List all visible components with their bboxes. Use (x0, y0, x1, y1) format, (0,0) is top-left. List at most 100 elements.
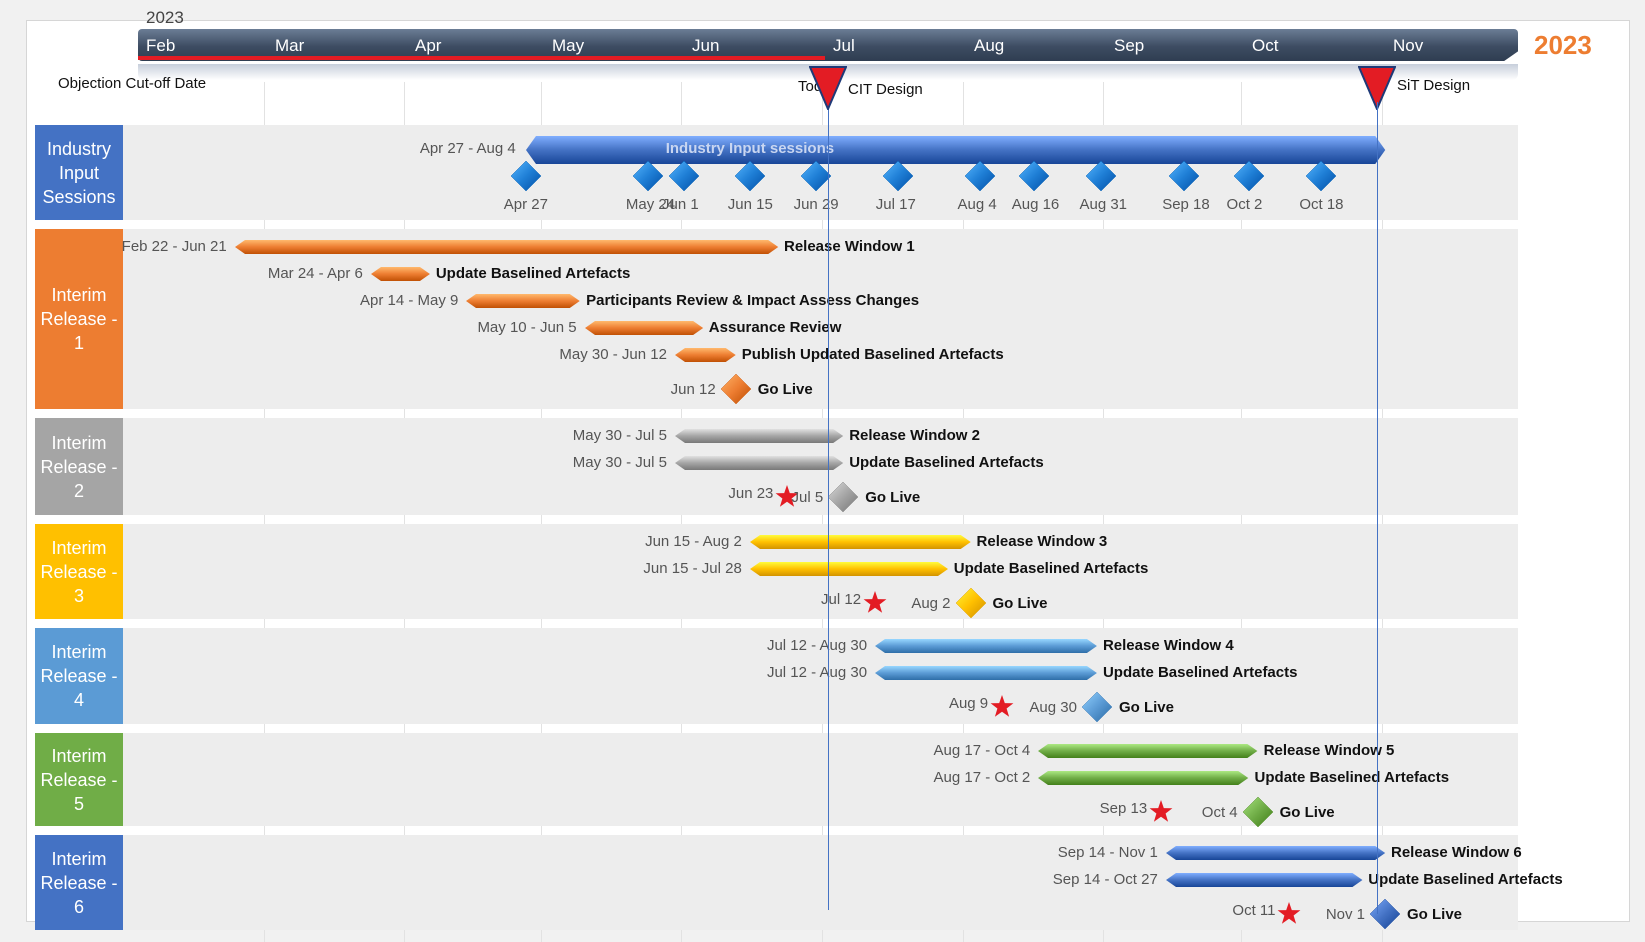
golive-diamond-2 (827, 481, 859, 513)
swimlane-label-interim-release-1: Interim Release - 1 (35, 229, 123, 409)
milestone-date-oct-18: Oct 18 (1299, 196, 1344, 213)
golive-diamond-5 (1242, 796, 1274, 828)
milestone-date-jun-29: Jun 29 (793, 196, 839, 213)
golive-date-1: Jun 12 (670, 381, 716, 398)
checkpoint-star-5 (1149, 800, 1173, 824)
month-label-apr: Apr (415, 36, 442, 55)
task-bar-release-window-3-3 (749, 535, 971, 549)
checkpoint-star-3 (863, 591, 887, 615)
milestone-date-aug-4: Aug 4 (957, 196, 997, 213)
golive-label-2: Go Live (865, 489, 921, 506)
timeline-band (138, 29, 1518, 61)
milestone-date-aug-31: Aug 31 (1079, 196, 1128, 213)
today-line (828, 70, 829, 910)
sit-design-line (1377, 102, 1378, 914)
milestone-date-jun-15: Jun 15 (727, 196, 773, 213)
task-name-release-window-4-4: Release Window 4 (1102, 637, 1234, 654)
task-bar-update-baselined-artefacts-6 (1165, 873, 1363, 887)
marker-label-cit-design: CIT Design (848, 81, 923, 98)
task-date-publish-updated-baselined-artefacts-1: May 30 - Jun 12 (559, 346, 667, 363)
golive-diamond-3 (955, 587, 987, 619)
task-date-release-window-6-6: Sep 14 - Nov 1 (1057, 844, 1158, 861)
task-date-industry-input-sessions: Apr 27 - Aug 4 (419, 140, 516, 157)
month-label-sep: Sep (1114, 36, 1145, 55)
task-bar-release-window-1-1 (234, 240, 778, 254)
milestone-date-may-24: May 24 (625, 196, 676, 213)
task-bar-update-baselined-artefacts-1 (370, 267, 430, 281)
golive-diamond-6 (1369, 898, 1401, 930)
year-label-large: 2023 (1534, 30, 1592, 60)
milestone-diamond-jul-17 (882, 160, 914, 192)
task-bar-update-baselined-artefacts-5 (1038, 771, 1249, 785)
task-name-participants-review-impact-assess-changes-1: Participants Review & Impact Assess Chan… (586, 292, 920, 309)
objection-cutoff-label: Objection Cut-off Date (58, 75, 207, 92)
golive-date-3: Aug 2 (911, 595, 951, 612)
task-date-assurance-review-1: May 10 - Jun 5 (477, 319, 577, 336)
elapsed-progress-line (138, 56, 825, 60)
task-bar-publish-updated-baselined-artefacts-1 (674, 348, 736, 362)
task-date-update-baselined-artefacts-2: May 30 - Jul 5 (572, 454, 667, 471)
milestone-diamond-aug-16 (1018, 160, 1050, 192)
task-bar-participants-review-impact-assess-changes-1 (466, 294, 581, 308)
task-name-release-window-5-5: Release Window 5 (1263, 742, 1395, 759)
swimlane-interim-release-1 (122, 229, 1518, 409)
task-bar-update-baselined-artefacts-3 (749, 562, 948, 576)
golive-date-5: Oct 4 (1201, 804, 1238, 821)
golive-label-5: Go Live (1279, 804, 1335, 821)
month-label-aug: Aug (974, 36, 1005, 55)
task-date-participants-review-impact-assess-changes-1: Apr 14 - May 9 (360, 292, 459, 309)
milestone-diamond-jun-1 (668, 160, 700, 192)
swimlane-interim-release-5 (122, 733, 1518, 826)
swimlane-label-interim-release-4: Interim Release - 4 (35, 628, 123, 724)
golive-date-2: Jul 5 (791, 489, 824, 506)
task-date-update-baselined-artefacts-3: Jun 15 - Jul 28 (643, 560, 742, 577)
month-label-feb: Feb (146, 36, 176, 55)
task-date-update-baselined-artefacts-5: Aug 17 - Oct 2 (933, 769, 1031, 786)
milestone-diamond-apr-27 (510, 160, 542, 192)
swimlane-label-interim-release-2: Interim Release - 2 (35, 418, 123, 515)
month-label-may: May (552, 36, 585, 55)
checkpoint-star-2 (775, 485, 799, 509)
task-date-update-baselined-artefacts-6: Sep 14 - Oct 27 (1052, 871, 1158, 888)
task-name-release-window-2-2: Release Window 2 (849, 427, 980, 444)
task-bar-update-baselined-artefacts-4 (875, 666, 1097, 680)
marker-label-sit-design: SiT Design (1397, 77, 1471, 94)
golive-date-6: Nov 1 (1325, 906, 1365, 923)
task-bar-release-window-5-5 (1038, 744, 1258, 758)
month-label-oct: Oct (1252, 36, 1279, 55)
milestone-date-sep-18: Sep 18 (1162, 196, 1210, 213)
task-name-assurance-review-1: Assurance Review (708, 319, 842, 336)
task-name-update-baselined-artefacts-6: Update Baselined Artefacts (1368, 871, 1563, 888)
task-name-update-baselined-artefacts-2: Update Baselined Artefacts (849, 454, 1044, 471)
milestone-date-jun-1: Jun 1 (662, 196, 699, 213)
golive-label-1: Go Live (757, 381, 813, 398)
milestone-diamond-jun-29 (800, 160, 832, 192)
task-name-update-baselined-artefacts-3: Update Baselined Artefacts (953, 560, 1149, 577)
milestone-diamond-oct-18 (1305, 160, 1337, 192)
task-name-industry-input-sessions: Industry Input sessions (665, 140, 835, 157)
checkpoint-date-6: Oct 11 (1232, 902, 1276, 919)
swimlane-interim-release-4 (122, 628, 1518, 724)
month-label-mar: Mar (275, 36, 305, 55)
task-bar-release-window-2-2 (674, 429, 844, 443)
milestone-diamond-may-24 (632, 160, 664, 192)
task-date-release-window-2-2: May 30 - Jul 5 (572, 427, 667, 444)
task-name-update-baselined-artefacts-5: Update Baselined Artefacts (1254, 769, 1450, 786)
milestone-diamond-jun-15 (734, 160, 766, 192)
task-date-release-window-4-4: Jul 12 - Aug 30 (766, 637, 868, 654)
golive-diamond-4 (1081, 691, 1113, 723)
checkpoint-star-4 (990, 695, 1014, 719)
task-name-publish-updated-baselined-artefacts-1: Publish Updated Baselined Artefacts (741, 346, 1004, 363)
task-bar-release-window-6-6 (1165, 846, 1385, 860)
task-date-release-window-1-1: Feb 22 - Jun 21 (121, 238, 227, 255)
month-label-nov: Nov (1393, 36, 1424, 55)
task-bar-release-window-4-4 (875, 639, 1097, 653)
swimlane-label-interim-release-6: Interim Release - 6 (35, 835, 123, 930)
task-name-update-baselined-artefacts-1: Update Baselined Artefacts (435, 265, 631, 282)
milestone-diamond-aug-31 (1085, 160, 1117, 192)
golive-diamond-1 (720, 373, 752, 405)
golive-label-4: Go Live (1118, 699, 1174, 716)
task-name-release-window-1-1: Release Window 1 (784, 238, 915, 255)
marker-triangle-sit-design (1357, 66, 1397, 112)
